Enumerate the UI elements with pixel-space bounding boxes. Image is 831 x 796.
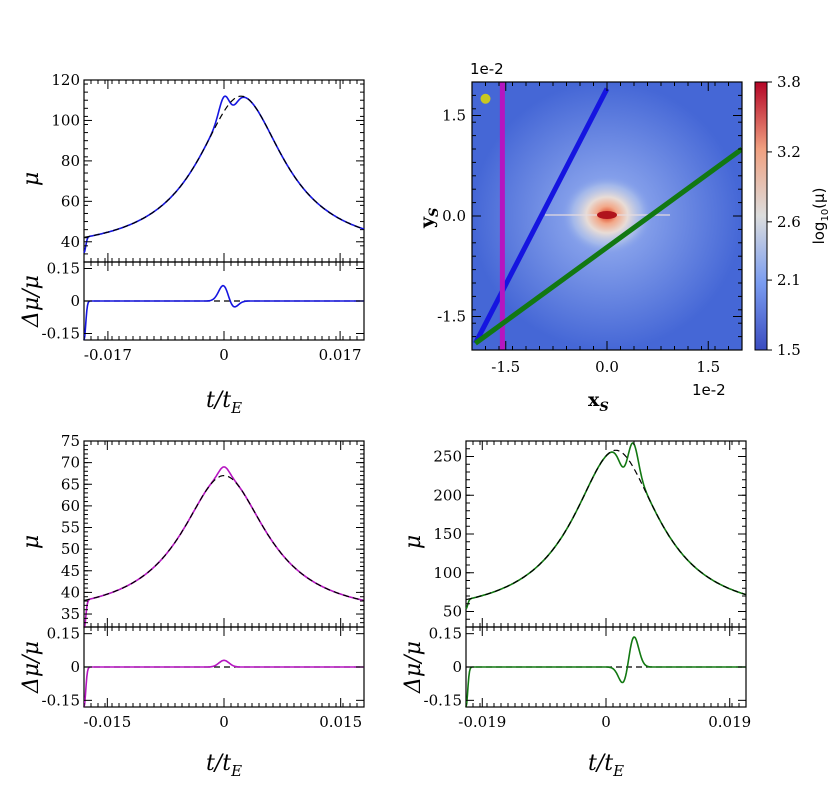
- y-tick-label: 250: [433, 448, 462, 466]
- data-light-curve: [465, 442, 747, 610]
- residual-y-tick-label: 0: [70, 658, 80, 676]
- model-light-curve: [83, 475, 365, 601]
- x-tick-label: 0.019: [708, 713, 751, 731]
- residual-y-axis-label-text: Δμ/μ: [19, 275, 44, 328]
- x-axis-label: t/tE: [206, 388, 242, 417]
- x-tick-label: -1.5: [491, 358, 520, 376]
- colorbar-tick-label: 3.8: [777, 73, 801, 91]
- residual-y-tick-label: 0.15: [429, 625, 462, 643]
- y-tick-label: 60: [61, 497, 80, 515]
- y-tick-label: 50: [443, 603, 462, 621]
- colorbar-label: log10(μ): [810, 188, 831, 245]
- colorbar: 3.8 3.2 2.6 2.1 1.5 log10(μ): [754, 73, 831, 359]
- svg-text:log10(μ): log10(μ): [810, 188, 831, 245]
- x-multiplier: 1e-2: [692, 381, 726, 399]
- y-tick-label: 100: [433, 564, 462, 582]
- caustic-core: [597, 211, 617, 219]
- colorbar-tick-label: 3.2: [777, 143, 801, 161]
- source-trajectory: [473, 87, 610, 345]
- y-tick-label: 40: [61, 583, 80, 601]
- y-tick-label: 0.0: [442, 207, 466, 225]
- bottom-left-panel: 35 40 45 50 55 60 65 70 75 0.15 0 -0.15-0.015 0 0.015…: [19, 432, 365, 780]
- residual-y-axis-label-text: Δμ/μ: [401, 641, 426, 694]
- y-tick-label: 55: [61, 519, 80, 537]
- y-tick-label: 65: [61, 475, 80, 493]
- top-left-panel: 40 60 80 100 120 0.15 0 -0.15-0.017 0 0.017 μ Δμ/μ t…: [19, 71, 365, 417]
- y-tick-label: 40: [61, 233, 80, 251]
- y-multiplier: 1e-2: [470, 60, 504, 78]
- y-tick-label: 150: [433, 525, 462, 543]
- y-axis-label: μ: [401, 535, 426, 549]
- y-axis-label-text: μ: [19, 172, 44, 186]
- heatmap-y-axis-label: yS: [416, 208, 442, 229]
- y-axis-label-text: μ: [401, 535, 426, 549]
- x-tick-label: 0: [219, 713, 229, 731]
- y-tick-label: 70: [61, 454, 80, 472]
- model-light-curve: [83, 95, 365, 238]
- residual-y-tick-label: -0.15: [424, 691, 462, 709]
- y-tick-label: 35: [61, 605, 80, 623]
- x-tick-label: -0.019: [458, 713, 506, 731]
- bottom-right-panel: 50 100 150 200 250 0.15 0 -0.15 -0.019 0 0.019 μ Δμ/…: [401, 440, 751, 780]
- data-light-curve: [83, 95, 365, 254]
- x-tick-label: 0: [601, 713, 611, 731]
- heatmap-panel: -1.5 0.0 1.5 1.5 0.0 -1.5 1e-2 1e-2 xS yS 3.8…: [416, 60, 831, 415]
- y-tick-label: 50: [61, 540, 80, 558]
- x-axis-label: t/tE: [206, 751, 242, 780]
- heatmap-x-axis-label: xS: [588, 389, 609, 415]
- main-plot-frame: [83, 440, 365, 628]
- y-tick-label: 75: [61, 432, 80, 450]
- y-tick-label: 1.5: [442, 107, 466, 125]
- x-tick-label: 1.5: [696, 358, 720, 376]
- x-axis-label: t/tE: [588, 751, 624, 780]
- y-axis-label: μ: [19, 535, 44, 549]
- y-axis-label: μ: [19, 172, 44, 186]
- x-tick-label: 0.015: [319, 713, 362, 731]
- x-tick-label: 0.0: [595, 358, 619, 376]
- residual-y-axis-label: Δμ/μ: [401, 641, 426, 694]
- colorbar-bar: [754, 81, 768, 351]
- x-tick-label: 0: [219, 346, 229, 364]
- y-tick-label: 80: [61, 152, 80, 170]
- main-plot-frame: [465, 440, 747, 628]
- residual-y-tick-label: 0: [70, 292, 80, 310]
- y-axis-label-text: μ: [19, 535, 44, 549]
- residual-curve: [465, 636, 746, 708]
- residual-y-axis-label-text: Δμ/μ: [19, 641, 44, 694]
- y-tick-label: 60: [61, 192, 80, 210]
- colorbar-tick-label: 2.1: [777, 271, 801, 289]
- svg-text:yS: yS: [416, 208, 442, 229]
- residual-y-tick-label: -0.15: [42, 325, 80, 343]
- y-tick-label: 200: [433, 486, 462, 504]
- residual-curve: [83, 284, 364, 341]
- y-tick-label: 45: [61, 562, 80, 580]
- source-trajectory: [473, 146, 742, 346]
- svg-text:xS: xS: [588, 389, 609, 415]
- colorbar-tick-label: 2.6: [777, 213, 801, 231]
- y-tick-label: 100: [51, 111, 80, 129]
- x-tick-label: 0.017: [319, 346, 362, 364]
- data-light-curve: [83, 466, 365, 628]
- residual-y-tick-label: 0.15: [47, 260, 80, 278]
- residual-y-tick-label: -0.15: [42, 691, 80, 709]
- model-light-curve: [465, 449, 747, 601]
- residual-y-tick-label: 0.15: [47, 625, 80, 643]
- y-tick-label: -1.5: [437, 308, 466, 326]
- x-tick-label: -0.015: [83, 713, 131, 731]
- residual-curve: [83, 659, 364, 708]
- residual-y-axis-label: Δμ/μ: [19, 641, 44, 694]
- residual-y-axis-label: Δμ/μ: [19, 275, 44, 328]
- residual-y-tick-label: 0: [452, 658, 462, 676]
- main-plot-frame: [83, 79, 365, 263]
- source-marker: [480, 93, 491, 104]
- x-tick-label: -0.017: [84, 346, 132, 364]
- y-tick-label: 120: [51, 71, 80, 89]
- colorbar-tick-label: 1.5: [777, 341, 801, 359]
